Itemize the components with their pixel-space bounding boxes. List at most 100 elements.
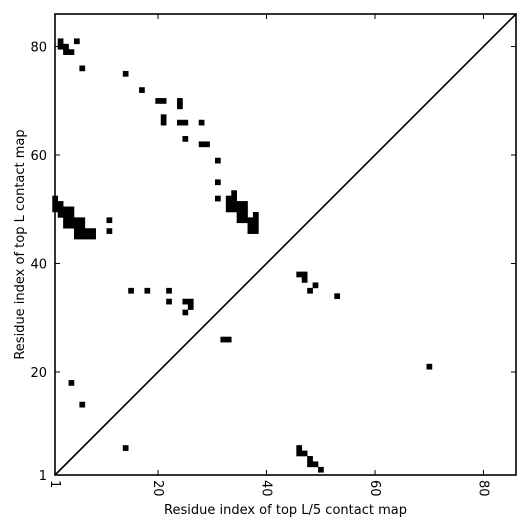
contact-cell-top-l xyxy=(79,65,86,72)
contact-cell-top-l xyxy=(252,228,259,234)
contact-cell-top-l xyxy=(79,217,86,224)
contact-cell-top-l xyxy=(214,179,221,186)
contact-cell-top-l xyxy=(247,222,254,229)
contact-cell-top-l xyxy=(247,228,254,234)
contact-cell-top-l xyxy=(63,206,69,213)
contact-cell-top-l xyxy=(68,217,75,224)
x-tick-label: 60 xyxy=(367,480,382,497)
contact-cell-top-l xyxy=(242,206,248,213)
x-tick-label: 1 xyxy=(47,480,62,488)
contact-cell-top-l xyxy=(182,119,189,126)
contact-cell-top-l xyxy=(63,217,69,224)
y-tick-label: 60 xyxy=(30,149,47,164)
contact-cell-top-l xyxy=(79,222,86,229)
contact-cell-top-l xyxy=(106,228,113,234)
y-tick-label: 1 xyxy=(39,469,47,484)
contact-cell-top-l xyxy=(236,206,243,213)
contact-cell-top-l xyxy=(236,201,243,207)
contact-cell-top-l xyxy=(57,43,64,50)
contact-cell-top-l xyxy=(57,211,64,218)
contact-cell-top-l5 xyxy=(318,466,324,473)
contact-cell-top-l xyxy=(73,228,80,234)
contact-cell-top-l xyxy=(242,201,248,207)
contact-cell-top-l xyxy=(79,233,86,240)
contact-cell-top-l xyxy=(73,38,80,45)
contact-cell-top-l xyxy=(63,211,69,218)
contact-cell-top-l xyxy=(84,228,91,234)
x-tick-label: 80 xyxy=(475,480,490,497)
axis-ticks: 1 20 40 60 80 1 20 40 60 80 xyxy=(30,14,516,497)
contact-cell-top-l xyxy=(252,211,259,218)
contact-cell-top-l5 xyxy=(68,380,75,386)
contact-cell-top-l xyxy=(139,87,145,93)
contact-cell-top-l5 xyxy=(426,363,433,370)
contact-cell-top-l xyxy=(57,206,64,213)
x-tick-label: 40 xyxy=(259,480,274,497)
contact-cell-top-l xyxy=(242,211,248,218)
contact-cell-top-l5 xyxy=(182,298,189,305)
contact-cell-top-l xyxy=(214,157,221,164)
contact-cell-top-l xyxy=(57,38,64,45)
contact-cell-top-l xyxy=(236,211,243,218)
contact-cell-top-l xyxy=(214,195,221,202)
contact-cell-top-l5 xyxy=(225,336,232,343)
contact-cell-top-l xyxy=(63,222,69,229)
contact-cell-top-l xyxy=(225,195,232,202)
contact-cell-top-l5 xyxy=(307,287,313,294)
contact-cell-top-l5 xyxy=(312,461,319,468)
contact-cell-top-l5 xyxy=(79,401,86,408)
contact-cell-top-l5 xyxy=(122,445,129,451)
contact-cell-top-l xyxy=(73,217,80,224)
contact-cell-top-l5 xyxy=(301,277,308,283)
contact-cell-top-l xyxy=(231,195,237,202)
contact-cell-top-l5 xyxy=(187,298,194,305)
contact-cell-top-l xyxy=(252,222,259,229)
contact-cell-top-l xyxy=(63,43,69,50)
contact-cell-top-l xyxy=(225,201,232,207)
contact-cell-top-l xyxy=(204,141,210,148)
contact-cell-top-l5 xyxy=(301,450,308,457)
contact-cells xyxy=(52,38,433,473)
contact-cell-top-l xyxy=(225,206,232,213)
contact-cell-top-l xyxy=(57,201,64,207)
contact-cell-top-l xyxy=(177,103,183,110)
contact-cell-top-l xyxy=(198,119,205,126)
contact-cell-top-l5 xyxy=(144,287,151,294)
contact-cell-top-l5 xyxy=(187,304,194,310)
contact-cell-top-l xyxy=(68,206,75,213)
y-axis-label: Residue index of top L contact map xyxy=(13,129,28,359)
contact-cell-top-l xyxy=(252,217,259,224)
contact-cell-top-l xyxy=(122,70,129,77)
contact-cell-top-l xyxy=(73,222,80,229)
contact-cell-top-l5 xyxy=(312,282,319,289)
contact-cell-top-l xyxy=(68,49,75,55)
contact-cell-top-l5 xyxy=(296,271,303,278)
contact-cell-top-l xyxy=(68,211,75,218)
contact-cell-top-l xyxy=(84,233,91,240)
contact-cell-top-l xyxy=(198,141,205,148)
contact-cell-top-l xyxy=(247,217,254,224)
contact-cell-top-l5 xyxy=(166,298,172,305)
y-tick-label: 20 xyxy=(30,366,47,381)
contact-cell-top-l xyxy=(242,217,248,224)
contact-cell-top-l xyxy=(182,136,189,142)
contact-cell-top-l xyxy=(90,233,96,240)
x-tick-label: 20 xyxy=(150,480,165,497)
contact-cell-top-l xyxy=(160,98,167,104)
contact-cell-top-l xyxy=(236,217,243,224)
contact-cell-top-l xyxy=(73,233,80,240)
plot-frame xyxy=(54,13,517,476)
contact-cell-top-l xyxy=(68,222,75,229)
contact-cell-top-l xyxy=(177,119,183,126)
contact-cell-top-l xyxy=(90,228,96,234)
contact-cell-top-l5 xyxy=(220,336,227,343)
contact-cell-top-l5 xyxy=(296,445,303,451)
contact-cell-top-l xyxy=(231,201,237,207)
contact-cell-top-l xyxy=(155,98,162,104)
contact-cell-top-l xyxy=(63,49,69,55)
contact-cell-top-l5 xyxy=(307,456,313,462)
x-axis-label: Residue index of top L/5 contact map xyxy=(164,503,407,518)
y-tick-label: 40 xyxy=(30,257,47,272)
contact-cell-top-l5 xyxy=(307,461,313,468)
